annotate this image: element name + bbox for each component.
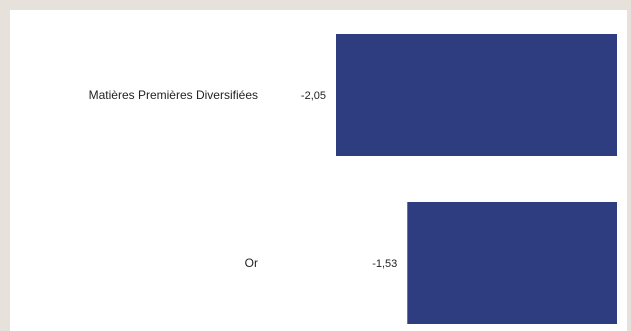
category-label-0: Matières Premières Diversifiées <box>89 88 258 102</box>
labels: -2,05 Matières Premières Diversifiées -1,5… <box>89 88 398 270</box>
value-label-0: -2,05 <box>301 90 326 102</box>
chart-panel: -2,05 Matières Premières Diversifiées -1,5… <box>10 10 627 331</box>
bar-0 <box>336 34 617 156</box>
category-label-1: Or <box>245 256 258 270</box>
bar-chart: -2,05 Matières Premières Diversifiées -1,5… <box>89 34 617 324</box>
bars <box>336 34 617 324</box>
value-label-1: -1,53 <box>372 258 397 270</box>
bar-1 <box>407 202 617 324</box>
